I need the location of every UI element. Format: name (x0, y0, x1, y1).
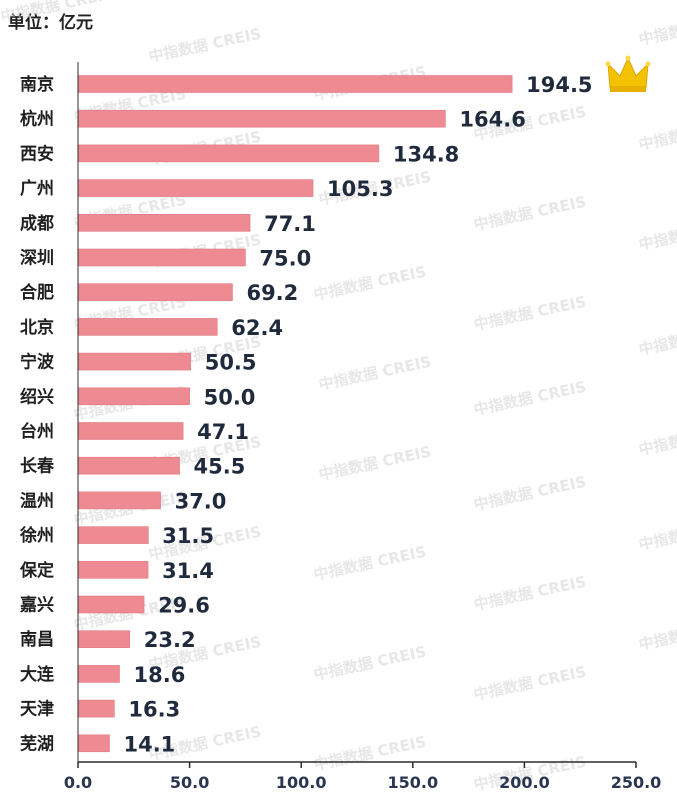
watermark-text: 中指数据 CREIS (312, 263, 428, 304)
value-label: 164.6 (459, 108, 525, 132)
watermark-text: 中指数据 CREIS (317, 353, 433, 394)
bar (77, 75, 513, 93)
x-tick-label: 250.0 (611, 773, 662, 792)
category-label: 绍兴 (20, 386, 54, 407)
value-label: 45.5 (194, 455, 246, 479)
category-label: 天津 (20, 699, 54, 720)
watermark-text: 中指数据 CREIS (472, 473, 588, 514)
watermark-text: 中指数据 CREIS (312, 543, 428, 584)
value-label: 50.5 (205, 351, 257, 375)
x-tick-label: 100.0 (276, 773, 327, 792)
x-tick-label: 0.0 (64, 773, 92, 792)
bar (77, 665, 120, 683)
category-label: 台州 (20, 421, 54, 442)
bar (77, 318, 218, 336)
category-label: 宁波 (20, 352, 55, 373)
value-label: 23.2 (144, 628, 196, 652)
category-label: 北京 (20, 317, 54, 338)
bar (77, 352, 192, 371)
category-label: 南昌 (20, 629, 54, 650)
bar (77, 179, 314, 197)
value-label: 16.3 (128, 698, 180, 722)
value-label: 69.2 (246, 281, 298, 305)
bar (77, 699, 115, 718)
x-tick-label: 50.0 (170, 773, 209, 792)
bar (77, 144, 380, 163)
crown-icon (605, 55, 651, 92)
value-label: 75.0 (259, 247, 311, 271)
value-label: 37.0 (175, 489, 227, 513)
bar (77, 560, 149, 579)
category-label: 嘉兴 (19, 595, 54, 616)
category-label: 合肥 (20, 282, 54, 303)
value-label: 18.6 (134, 663, 186, 687)
bar (77, 526, 149, 544)
watermark-text: 中指数据 CREIS (147, 25, 263, 66)
watermark-text: 中指数据 CREIS (472, 293, 588, 334)
bar (77, 595, 145, 614)
watermark-text: 中指数据 CREIS (637, 613, 677, 654)
watermark-text: 中指数据 CREIS (637, 418, 677, 459)
x-tick-label: 200.0 (499, 773, 550, 792)
category-label: 南京 (20, 74, 54, 95)
value-label: 105.3 (327, 177, 393, 201)
category-label: 杭州 (20, 109, 54, 130)
value-label: 14.1 (123, 732, 175, 756)
bar (77, 283, 233, 302)
watermark-text: 中指数据 CREIS (637, 213, 677, 254)
bar (77, 214, 251, 232)
bar (77, 491, 161, 510)
value-label: 47.1 (197, 420, 249, 444)
value-label: 194.5 (526, 73, 592, 97)
watermark-text: 中指数据 CREIS (637, 513, 677, 554)
value-label: 62.4 (231, 316, 283, 340)
category-label: 大连 (20, 664, 55, 685)
value-label: 29.6 (158, 594, 210, 618)
watermark-text: 中指数据 CREIS (637, 8, 677, 49)
watermark-text: 中指数据 CREIS (637, 113, 677, 154)
value-label: 31.4 (162, 559, 214, 583)
bar (77, 248, 246, 267)
category-label: 芜湖 (20, 733, 54, 754)
bar (77, 630, 131, 649)
bar (77, 387, 190, 406)
category-label: 成都 (20, 213, 54, 234)
watermark-text: 中指数据 CREIS (472, 193, 588, 234)
watermark-text: 中指数据 CREIS (472, 378, 588, 419)
value-label: 31.5 (162, 524, 214, 548)
category-label: 深圳 (20, 248, 54, 269)
bar (77, 456, 180, 475)
watermark-text: 中指数据 CREIS (637, 318, 677, 359)
value-label: 50.0 (204, 385, 256, 409)
bar (77, 109, 446, 128)
watermark-text: 中指数据 CREIS (312, 733, 428, 774)
watermark-text: 中指数据 CREIS (472, 573, 588, 614)
category-label: 西安 (20, 143, 54, 164)
watermark-text: 中指数据 CREIS (0, 0, 115, 26)
category-label: 长春 (20, 456, 54, 477)
category-label: 温州 (20, 491, 54, 511)
value-label: 77.1 (264, 212, 316, 236)
bar (77, 422, 184, 440)
watermark-text: 中指数据 CREIS (472, 663, 588, 704)
bar (77, 734, 110, 753)
unit-label: 单位：亿元 (8, 13, 93, 33)
category-label: 保定 (19, 560, 54, 581)
category-label: 广州 (20, 178, 54, 199)
category-label: 徐州 (19, 525, 54, 546)
x-tick-label: 150.0 (387, 773, 438, 792)
value-label: 134.8 (393, 142, 459, 166)
watermark-text: 中指数据 CREIS (317, 443, 433, 484)
watermark-text: 中指数据 CREIS (312, 643, 428, 684)
